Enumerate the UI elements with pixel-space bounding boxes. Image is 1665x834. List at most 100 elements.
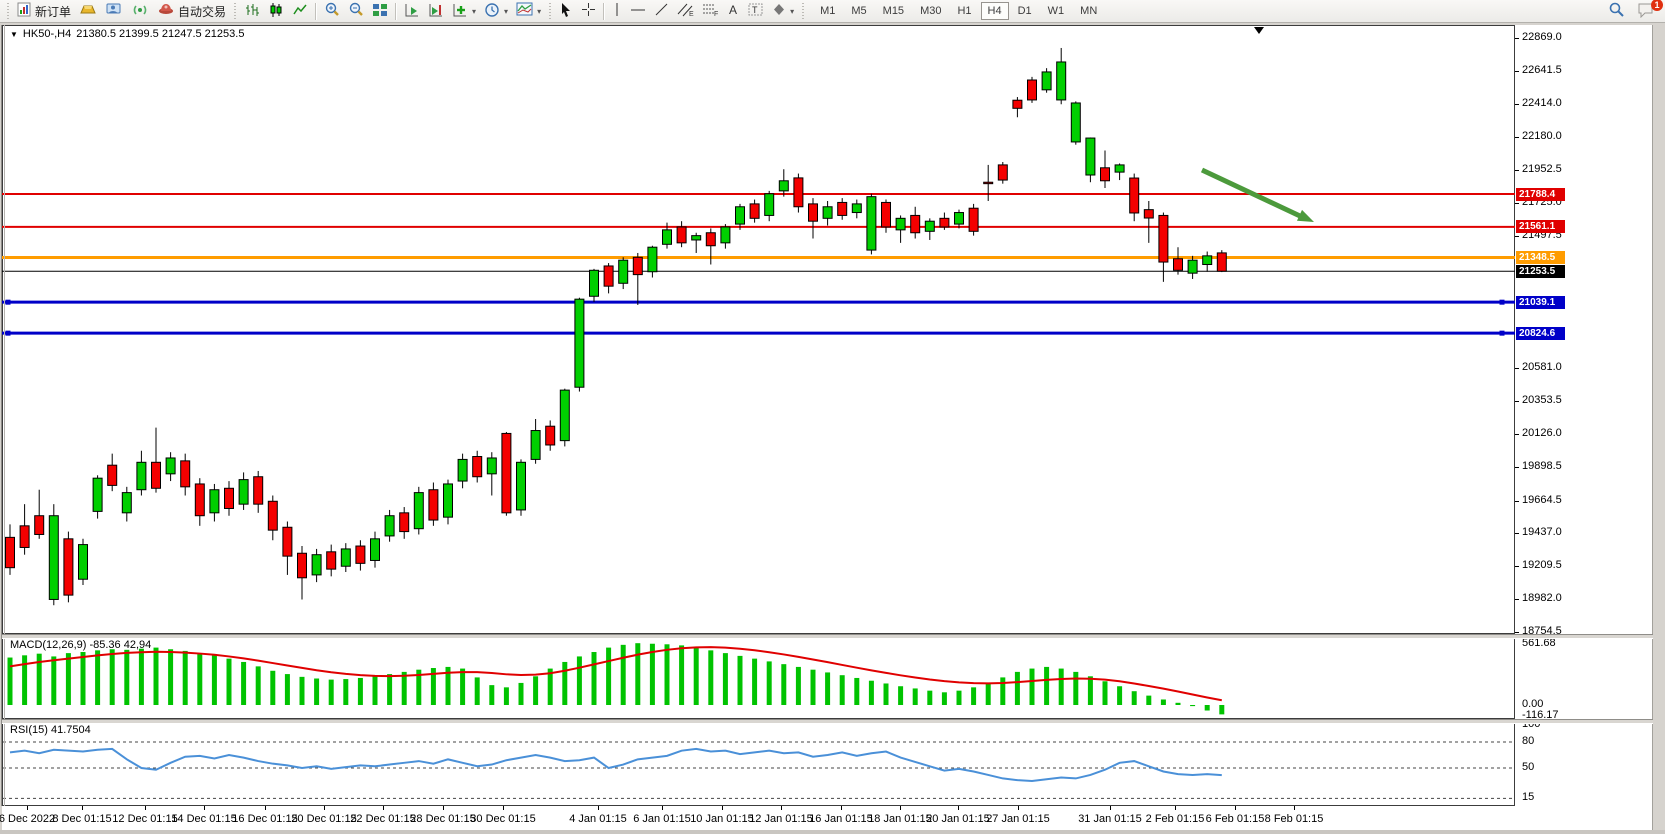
templates-button[interactable]: ▾ [512, 2, 545, 21]
signals-button[interactable] [127, 2, 153, 21]
cursor-tool-button[interactable] [555, 2, 577, 21]
time-tick-mark [662, 806, 663, 810]
shapes-tool-button[interactable]: ▾ [768, 2, 798, 21]
line-chart-button[interactable] [288, 2, 312, 21]
zoom-in-button[interactable] [320, 2, 344, 21]
svg-text:F: F [714, 11, 718, 17]
price-tick-label: 20581.0 [1522, 361, 1562, 374]
panel-separator[interactable] [2, 719, 1653, 724]
price-line-badge: 21788.4 [1516, 187, 1565, 201]
crosshair-icon [581, 2, 596, 20]
chart-symbol-period: HK50-,H4 [22, 28, 72, 40]
time-tick-label: 4 Jan 01:15 [569, 813, 627, 825]
community-person-icon [105, 2, 123, 20]
rsi-axis-label: 50 [1522, 761, 1535, 773]
price-line-badge: 21561.1 [1516, 220, 1565, 234]
price-line-badge: 21348.5 [1516, 251, 1565, 264]
macd-panel-canvas[interactable] [2, 637, 1515, 719]
price-tick-mark [1515, 533, 1519, 535]
text-tool-button[interactable]: A [723, 2, 744, 21]
search-button[interactable] [1604, 2, 1629, 21]
toolbar-grip[interactable] [232, 2, 239, 20]
zoom-out-button[interactable] [344, 2, 368, 21]
chart-shift-button[interactable] [424, 2, 448, 21]
time-axis[interactable]: 6 Dec 2022 8 Dec 01:15 12 Dec 01:15 14 Dec … [0, 806, 1653, 830]
crosshair-tool-button[interactable] [577, 2, 600, 21]
time-tick-mark [958, 806, 959, 810]
timeframe-button-m30[interactable]: M30 [920, 5, 942, 17]
toolbar-grip[interactable] [800, 2, 807, 20]
time-tick-mark [841, 806, 842, 810]
rsi-axis[interactable]: 100805015 [1515, 718, 1653, 806]
panel-separator[interactable] [2, 634, 1653, 639]
community-button[interactable] [101, 2, 127, 21]
time-tick-label: 27 Jan 01:15 [986, 813, 1050, 825]
chart-collapse-icon[interactable]: ▼ [10, 29, 18, 39]
time-tick-mark [1110, 806, 1111, 810]
tile-windows-icon [372, 2, 388, 21]
price-line-badge: 20824.6 [1516, 326, 1565, 340]
price-tick-mark [1515, 401, 1519, 403]
time-tick-label: 16 Jan 01:15 [809, 813, 873, 825]
trendline-icon [654, 2, 669, 20]
channel-tool-button[interactable]: E [673, 2, 698, 21]
timeframe-button-m15[interactable]: M15 [882, 5, 905, 17]
price-tick-mark [1515, 434, 1519, 435]
timeframe-button-h4[interactable]: H4 [980, 2, 1009, 20]
timeframe-button-h1[interactable]: H1 [957, 5, 972, 17]
time-tick-label: 31 Jan 01:15 [1078, 813, 1142, 825]
time-tick-label: 12 Jan 01:15 [749, 813, 813, 825]
toolbar-grip[interactable] [547, 2, 554, 20]
window-splitter[interactable] [1, 25, 2, 806]
indicators-icon [452, 2, 468, 21]
gold-ingot-button[interactable] [75, 2, 101, 21]
price-tick-mark [1515, 103, 1519, 105]
vertical-line-tool-button[interactable] [608, 2, 626, 21]
price-tick-mark [1515, 466, 1519, 468]
text-label-tool-button[interactable]: T [744, 2, 768, 21]
timeframe-button-mn[interactable]: MN [1080, 5, 1098, 17]
notifications-button[interactable]: 1 [1633, 0, 1663, 21]
bar-chart-button[interactable] [240, 2, 264, 21]
right-scrollbar-strip[interactable] [1652, 25, 1665, 834]
horizontal-line-tool-button[interactable] [626, 2, 650, 21]
auto-scroll-button[interactable] [400, 2, 424, 21]
cursor-icon [559, 2, 573, 20]
price-tick-mark [1515, 38, 1519, 39]
macd-axis[interactable]: 561.68 0.00 -116.17 [1515, 637, 1653, 721]
trendline-tool-button[interactable] [650, 2, 673, 21]
indicators-button[interactable]: ▾ [448, 2, 480, 21]
price-tick-label: 19664.5 [1522, 493, 1562, 506]
rsi-panel-canvas[interactable] [2, 722, 1515, 806]
price-tick-label: 20353.5 [1522, 394, 1562, 407]
fibonacci-tool-button[interactable]: F [698, 2, 723, 21]
price-tick-mark [1515, 203, 1519, 205]
macd-label: MACD(12,26,9) -85.36 42,94 [10, 639, 152, 651]
timeframe-button-d1[interactable]: D1 [1017, 5, 1032, 17]
timeframe-button-w1[interactable]: W1 [1047, 5, 1065, 17]
candlestick-chart-button[interactable] [264, 2, 288, 21]
dropdown-caret-icon: ▾ [537, 6, 542, 16]
time-tick-label: 10 Jan 01:15 [690, 813, 754, 825]
time-tick-mark [722, 806, 723, 810]
new-order-button[interactable]: 新订单 [13, 2, 75, 21]
gold-ingot-icon [79, 2, 97, 20]
timeframe-button-m5[interactable]: M5 [851, 5, 867, 17]
macd-axis-zero: 0.00 [1522, 698, 1544, 710]
toolbar-grip[interactable] [5, 2, 11, 20]
equidistant-channel-icon: E [677, 2, 694, 20]
tile-windows-button[interactable] [368, 2, 392, 21]
time-tick-mark [27, 806, 28, 810]
periods-button[interactable]: ▾ [480, 2, 512, 21]
price-chart-canvas[interactable] [2, 25, 1515, 634]
autotrading-button[interactable]: 自动交易 [153, 2, 230, 21]
time-tick-label: 8 Feb 01:15 [1264, 813, 1324, 825]
price-tick-mark [1515, 170, 1519, 172]
toolbar-separator [395, 2, 398, 20]
price-axis[interactable]: 22869.0 22641.5 22414.0 22180.0 21952.5 21725… [1515, 25, 1653, 637]
rsi-label: RSI(15) 41.7504 [10, 724, 91, 736]
main-toolbar: 新订单 自动交易 [0, 0, 1665, 23]
time-tick-label: 18 Jan 01:15 [868, 813, 932, 825]
timeframe-button-m1[interactable]: M1 [820, 5, 836, 17]
